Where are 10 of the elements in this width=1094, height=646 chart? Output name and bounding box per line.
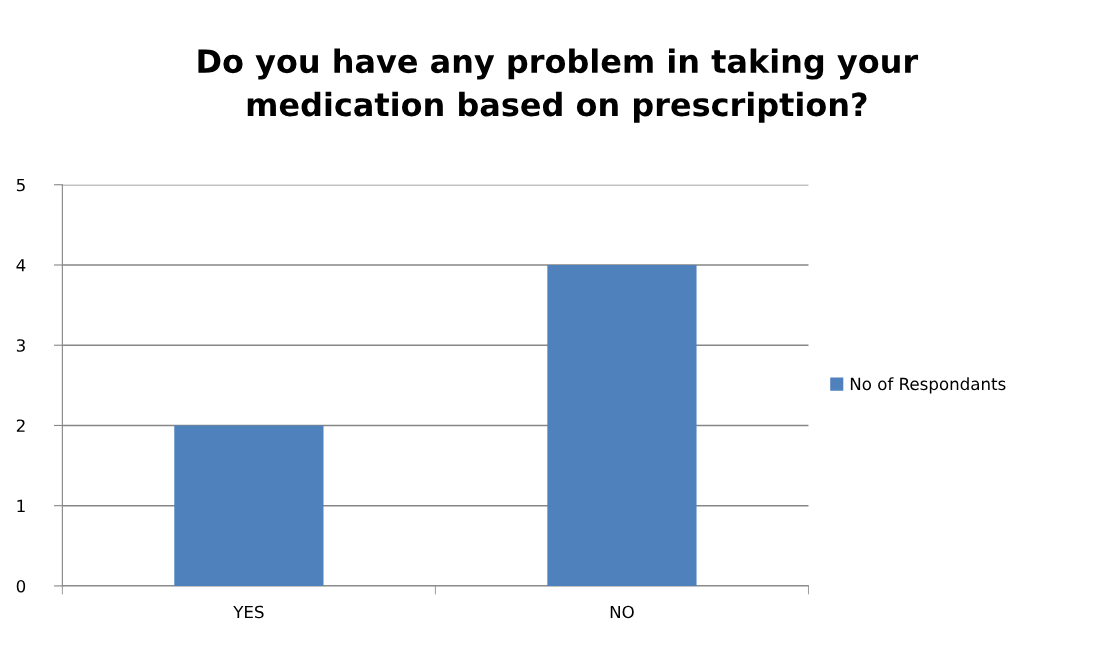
legend-label: No of Respondants <box>850 377 1006 394</box>
y-tick-label: 3 <box>16 339 25 352</box>
y-tick-label: 0 <box>16 579 26 593</box>
x-tick-label: YES <box>233 605 264 619</box>
x-tick-label: NO <box>610 605 634 619</box>
y-tick-label: 4 <box>16 259 26 272</box>
chart-title: Do you have any problem in taking your medication based on prescription? <box>198 48 919 123</box>
y-tick-label: 5 <box>16 178 25 192</box>
y-tick-label: 1 <box>17 499 25 513</box>
y-tick-label: 2 <box>16 419 25 432</box>
